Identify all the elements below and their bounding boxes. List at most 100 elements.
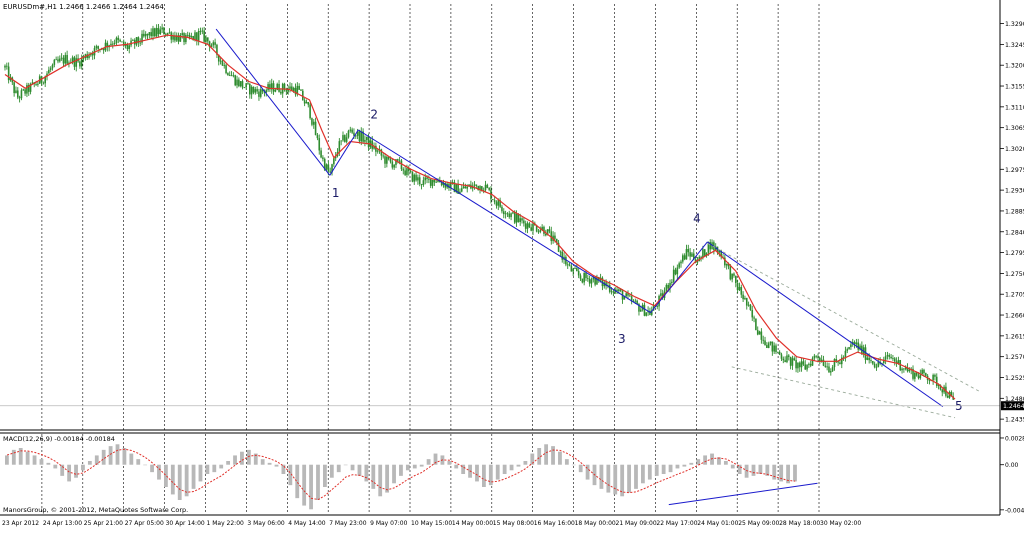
candle-body	[554, 235, 556, 239]
candle-body	[265, 90, 268, 93]
candle-body	[460, 188, 463, 192]
candle-body	[758, 331, 761, 335]
candle-body	[543, 226, 545, 234]
candle-body	[217, 54, 220, 62]
candle-body	[797, 362, 799, 369]
candle-body	[581, 278, 584, 283]
price-tick-label: 1.2570	[1005, 354, 1024, 361]
candle-body	[296, 85, 299, 95]
candle-body	[846, 349, 849, 351]
candle-body	[234, 75, 237, 86]
candle-body	[126, 44, 129, 50]
candle-body	[453, 182, 456, 193]
candle-body	[782, 358, 785, 361]
macd-bar	[654, 464, 659, 476]
candle-body	[892, 358, 894, 359]
candle-body	[786, 355, 788, 363]
macd-bar	[157, 464, 161, 480]
candle-body	[298, 85, 300, 90]
candle-body	[404, 170, 406, 175]
candle-body	[278, 83, 280, 92]
candle-body	[587, 278, 589, 279]
candle-body	[327, 164, 330, 172]
candle-body	[250, 86, 253, 95]
macd-bar	[288, 464, 293, 486]
candle-body	[449, 182, 452, 189]
candle-body	[245, 83, 247, 88]
macd-bar	[544, 444, 549, 465]
candle-body	[789, 356, 792, 366]
candle-body	[309, 104, 311, 119]
candle-body	[915, 372, 918, 376]
candle-body	[941, 389, 944, 393]
candle-body	[946, 395, 949, 398]
macd-bar	[696, 459, 701, 465]
time-tick-label: 30 May 02:00	[820, 520, 861, 527]
candle-body	[817, 356, 819, 358]
candle-body	[502, 211, 505, 215]
candle-body	[833, 359, 836, 368]
candle-body	[720, 250, 722, 258]
candle-body	[791, 358, 794, 366]
candle-body	[850, 344, 852, 348]
candle-body	[830, 371, 832, 373]
macd-bar	[233, 455, 237, 465]
candle-body	[55, 59, 57, 61]
price-tick-label: 1.2750	[1005, 271, 1024, 278]
macd-bar	[447, 461, 452, 465]
candle-body	[208, 41, 211, 47]
candle-body	[777, 351, 779, 353]
candle-body	[906, 367, 909, 372]
macd-bar	[571, 464, 576, 466]
candle-body	[853, 342, 856, 345]
candle-body	[15, 90, 17, 94]
candle-body	[780, 354, 783, 359]
candle-body	[382, 155, 384, 157]
candle-body	[302, 90, 304, 101]
candle-body	[88, 55, 90, 58]
candle-body	[557, 242, 560, 252]
candle-body	[656, 306, 659, 307]
candle-body	[665, 284, 668, 292]
macd-bar	[25, 451, 30, 465]
candle-body	[914, 372, 916, 379]
candle-body	[652, 305, 655, 311]
candle-body	[46, 73, 48, 77]
candle-body	[258, 91, 260, 97]
candle-body	[492, 199, 494, 201]
candle-body	[820, 359, 823, 361]
candle-body	[691, 253, 693, 257]
wave-label: 4	[693, 212, 701, 226]
candle-body	[73, 57, 76, 67]
candle-body	[418, 177, 421, 185]
macd-bar	[364, 464, 369, 482]
candle-body	[733, 273, 735, 276]
candle-body	[495, 202, 498, 206]
time-tick-label: 27 Apr 05:00	[125, 520, 164, 527]
candle-body	[546, 229, 549, 236]
macd-bar	[343, 464, 348, 466]
candle-body	[766, 345, 768, 348]
candle-body	[316, 135, 319, 139]
price-tick-label: 1.3155	[1005, 84, 1024, 91]
price-tick-label: 1.3020	[1005, 146, 1024, 153]
candle-body	[928, 379, 931, 381]
candle-body	[95, 46, 98, 49]
candle-body	[756, 330, 759, 335]
candle-body	[627, 293, 629, 296]
candle-body	[349, 129, 352, 131]
candle-body	[718, 250, 721, 253]
macd-trendline	[668, 482, 818, 506]
macd-bar	[723, 461, 728, 465]
candle-body	[517, 213, 520, 222]
macd-bar	[482, 464, 486, 487]
candle-body	[259, 89, 262, 97]
candle-body	[206, 37, 209, 42]
candle-body	[870, 360, 872, 362]
candle-body	[917, 375, 920, 379]
macd-tick-label: 0.00	[1005, 462, 1019, 469]
time-tick-label: 28 May 18:00	[779, 520, 820, 527]
wave-label: 3	[618, 332, 626, 346]
macd-bar	[240, 451, 244, 465]
candle-body	[228, 75, 231, 77]
